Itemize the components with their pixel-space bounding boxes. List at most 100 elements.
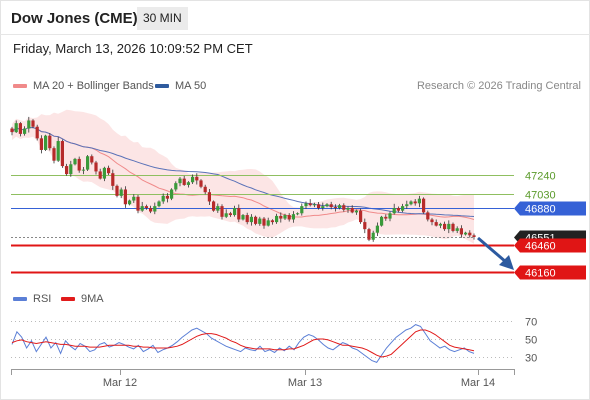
candle-body — [254, 216, 258, 224]
candle-body — [69, 164, 73, 175]
legend-label-rsi: RSI — [33, 293, 52, 305]
candle — [220, 204, 224, 220]
level-label-47240: 47240 — [525, 171, 556, 183]
candle — [296, 212, 300, 216]
candle — [371, 230, 375, 242]
candle — [258, 216, 262, 226]
candle — [380, 215, 384, 227]
candle — [60, 139, 64, 168]
candle-body — [388, 213, 392, 219]
candle-body — [241, 215, 245, 220]
level-label-46880: 46880 — [525, 204, 556, 216]
candle — [270, 219, 274, 225]
candle — [459, 225, 463, 238]
candle — [195, 173, 199, 185]
candle-body — [371, 232, 375, 240]
candle-body — [426, 212, 430, 220]
candle-body — [342, 205, 346, 210]
timeframe-badge[interactable]: 30 MIN — [137, 7, 188, 30]
legend-9ma: 9MA — [61, 293, 104, 305]
candle-body — [119, 189, 123, 196]
candle — [23, 126, 27, 136]
candle-body — [405, 204, 409, 207]
candle — [73, 157, 77, 166]
candle-body — [396, 208, 400, 211]
candle — [413, 199, 417, 206]
candle — [262, 216, 266, 229]
candle-body — [464, 232, 468, 235]
candle-body — [413, 201, 417, 204]
candle — [157, 200, 161, 208]
candle — [304, 201, 308, 209]
candle — [237, 204, 241, 223]
candle — [136, 194, 140, 214]
candle — [86, 154, 90, 171]
candle — [434, 219, 438, 227]
candle-body — [220, 206, 224, 217]
candle-body — [115, 185, 119, 196]
forecast-arrow-head — [499, 255, 514, 270]
legend-label-9ma: 9MA — [81, 293, 104, 305]
candle-body — [375, 225, 379, 233]
candle-body — [77, 158, 81, 171]
candle-body — [224, 213, 228, 217]
candle — [455, 226, 459, 234]
legend-label-ma50: MA 50 — [175, 80, 207, 92]
timestamp: Friday, March 13, 2026 10:09:52 PM CET — [13, 41, 253, 56]
candle — [44, 134, 48, 152]
candle-body — [39, 138, 43, 150]
candle-body — [161, 195, 165, 202]
candle-body — [249, 216, 253, 223]
candle-body — [443, 223, 447, 230]
candle-body — [178, 178, 182, 184]
candle — [132, 194, 136, 203]
candle-body — [304, 203, 308, 207]
candle — [18, 122, 22, 137]
legend-label-ma20: MA 20 + Bollinger Bands — [33, 80, 154, 92]
forecast-arrow-shaft — [477, 236, 507, 264]
candle — [363, 218, 367, 234]
candle — [245, 212, 249, 225]
candle — [111, 169, 115, 190]
candle-body — [233, 208, 237, 216]
candle-body — [455, 228, 459, 231]
candle-body — [132, 196, 136, 201]
candle — [300, 203, 304, 216]
candle-body — [195, 176, 199, 181]
candle — [69, 160, 73, 177]
candle-body — [384, 216, 388, 219]
rsi-9ma-line — [11, 329, 475, 358]
candle — [203, 184, 207, 195]
candle — [464, 231, 468, 236]
candle-body — [468, 232, 472, 236]
x-tick-label-Mar 14: Mar 14 — [461, 377, 495, 389]
candle — [388, 211, 392, 222]
candle — [275, 213, 279, 224]
candle-body — [312, 204, 316, 206]
candle-body — [417, 198, 421, 204]
candle-body — [182, 178, 186, 185]
candle — [123, 186, 127, 208]
candle-body — [186, 182, 190, 185]
candle-body — [18, 123, 22, 134]
candle-body — [207, 192, 211, 202]
candle-body — [31, 120, 35, 127]
candle-body — [333, 207, 337, 209]
legend-swatch-rsi — [13, 297, 27, 302]
candle-body — [123, 189, 127, 205]
candle — [329, 201, 333, 210]
candle — [409, 200, 413, 206]
candle-body — [451, 223, 455, 231]
level-tag-46880 — [514, 201, 586, 216]
candle-body — [48, 135, 52, 149]
candle — [468, 230, 472, 238]
candle-body — [266, 220, 270, 226]
candle — [266, 217, 270, 227]
candle — [384, 214, 388, 221]
candle-body — [262, 218, 266, 226]
candle-body — [422, 198, 426, 213]
candle — [375, 222, 379, 237]
candle-body — [447, 223, 451, 230]
candle-body — [409, 201, 413, 205]
